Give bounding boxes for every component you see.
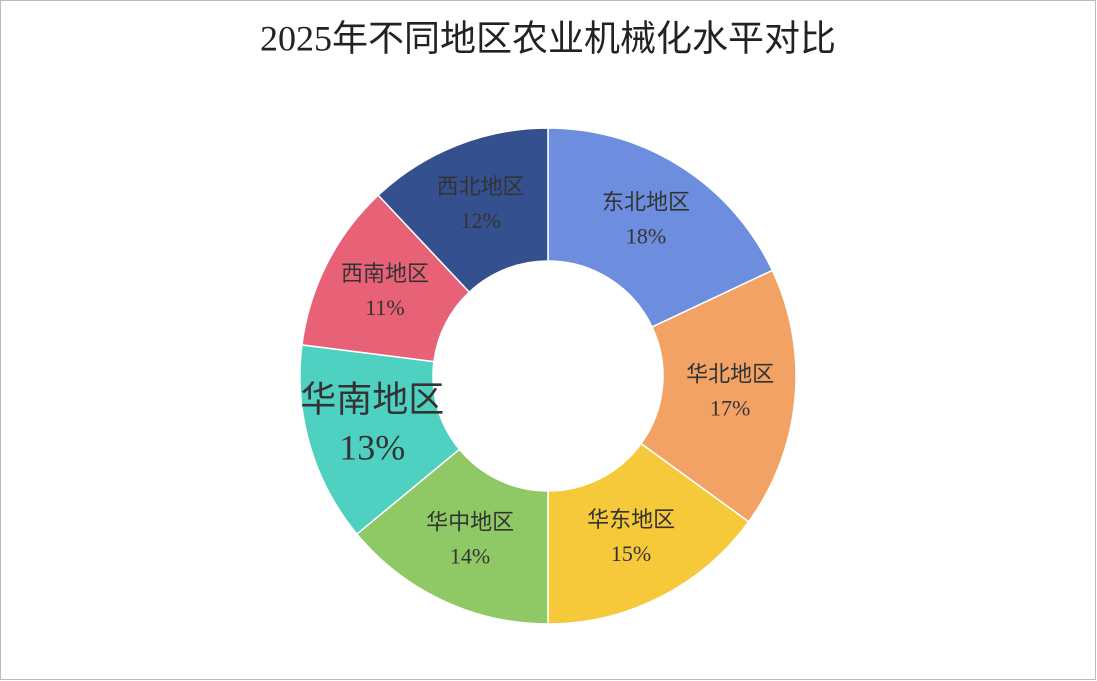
slice-label: 东北地区 (602, 190, 690, 215)
donut-slice (547, 127, 774, 329)
donut-slice (639, 269, 797, 523)
slice-label: 华南地区 (300, 379, 444, 419)
slice-label: 华东地区 (587, 507, 675, 532)
chart-title: 2025年不同地区农业机械化水平对比 (260, 18, 836, 58)
slice-label: 西北地区 (437, 174, 525, 199)
donut-slice (547, 442, 750, 625)
slice-label: 华中地区 (426, 510, 514, 535)
slice-value-label: 14% (450, 544, 490, 569)
slice-label: 华北地区 (686, 361, 774, 386)
donut-slice (299, 344, 461, 536)
slice-value-label: 18% (626, 224, 666, 249)
slice-label: 西南地区 (341, 261, 429, 286)
donut-slice (301, 194, 471, 363)
slice-value-label: 13% (339, 427, 405, 467)
slice-value-label: 17% (710, 395, 750, 420)
donut-slice (377, 127, 549, 294)
slice-value-label: 12% (460, 208, 500, 233)
slice-value-label: 15% (611, 541, 651, 566)
donut-slice (355, 448, 549, 625)
slice-value-label: 11% (365, 295, 405, 320)
